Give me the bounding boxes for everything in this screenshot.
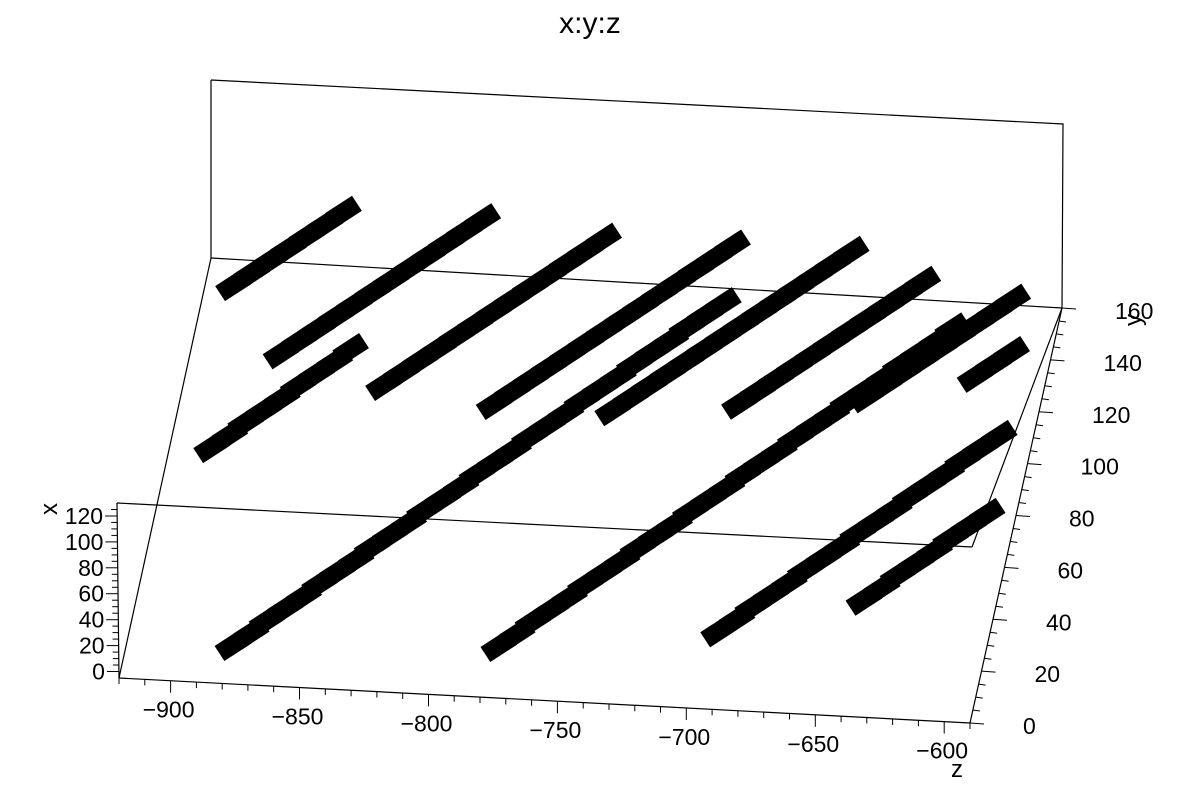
y-tick-label: 80 [1069,506,1095,532]
y-axis-major-tick [1050,359,1065,362]
y-axis-minor-tick [1013,528,1021,530]
x-axis-line [116,502,120,679]
y-axis-minor-tick [1030,450,1038,453]
data-point [968,497,1006,531]
y-axis-minor-tick [1018,502,1026,504]
x-tick-label: 20 [79,633,105,659]
y-axis-minor-tick [972,709,980,712]
data-point [993,336,1031,369]
box-front-top-edge [116,502,973,548]
data-point [832,235,870,269]
y-axis-minor-tick [998,592,1006,595]
y-axis-major-tick [992,618,1008,621]
y-axis-major-tick [1015,515,1031,517]
axis-ticks: −900 −850 −800 −750 −700 −650 −600020406080100… [65,298,1154,764]
z-axis-line [118,677,971,724]
z-tick-label: −800 [401,710,453,736]
y-axis-minor-tick [1036,424,1044,427]
y-axis-minor-tick [1024,476,1032,479]
x-tick-label: 60 [78,581,104,607]
y-axis-minor-tick [1021,489,1029,492]
y-axis-major-tick [981,670,996,673]
data-point [904,265,942,299]
y-tick-label: 120 [1092,402,1130,428]
y-tick-label: 20 [1035,661,1061,687]
data-point [325,195,362,229]
z-tick-label: −650 [787,731,839,757]
box-left-floor-edge [118,257,212,679]
data-point [714,229,751,262]
data-point [705,287,742,320]
y-tick-label: 160 [1115,298,1153,324]
y-tick-label: 140 [1104,350,1142,376]
x-axis-title: x [36,503,63,515]
chart-title: x:y:z [559,7,621,40]
y-tick-label: 60 [1058,557,1084,583]
z-tick-label: −900 [143,697,195,723]
y-tick-label: 40 [1046,609,1072,635]
z-tick-label: −600 [916,738,968,764]
data-point [464,203,502,236]
y-axis-minor-tick [975,696,983,699]
x-tick-label: 120 [65,503,103,529]
y-axis-title: y [1120,314,1147,326]
data-point [980,419,1018,453]
y-axis-major-tick [1027,463,1042,466]
z-tick-label: −850 [272,704,324,730]
x-tick-label: 80 [78,555,104,581]
y-axis-minor-tick [1047,372,1055,375]
data-points [193,195,1032,663]
z-tick-label: −700 [658,724,710,750]
y-axis-major-tick [1038,411,1054,414]
y-axis-minor-tick [1001,579,1009,582]
z-tick-label: −750 [529,717,581,743]
data-point [332,333,369,366]
y-axis-minor-tick [990,631,998,634]
y-axis-minor-tick [1007,553,1015,556]
y-axis-minor-tick [1010,540,1018,543]
y-axis-minor-tick [978,683,986,686]
box-back-top-edge [210,79,1064,309]
y-axis-minor-tick [1033,437,1041,440]
y-axis-minor-tick [1059,320,1067,323]
x-tick-label: 40 [79,607,105,633]
y-axis-minor-tick [984,657,992,660]
y-axis-major-tick [969,722,985,725]
y-axis-major-tick [1004,566,1019,569]
data-point [994,283,1032,317]
y-axis-minor-tick [1041,398,1049,401]
box-back-bottom-edge [210,257,1063,309]
data-point [585,222,623,256]
y-axis-minor-tick [995,605,1003,608]
y-tick-label: 100 [1081,454,1119,480]
y-axis-minor-tick [1044,385,1052,388]
y-axis-minor-tick [1056,333,1064,336]
x-tick-label: 100 [65,529,103,555]
y-tick-label: 0 [1023,713,1036,739]
y-axis-minor-tick [987,644,995,647]
y-axis-major-tick [1061,307,1077,310]
y-axis-minor-tick [1053,346,1061,349]
x-tick-label: 0 [92,659,105,685]
z-axis-title: z [951,756,963,783]
